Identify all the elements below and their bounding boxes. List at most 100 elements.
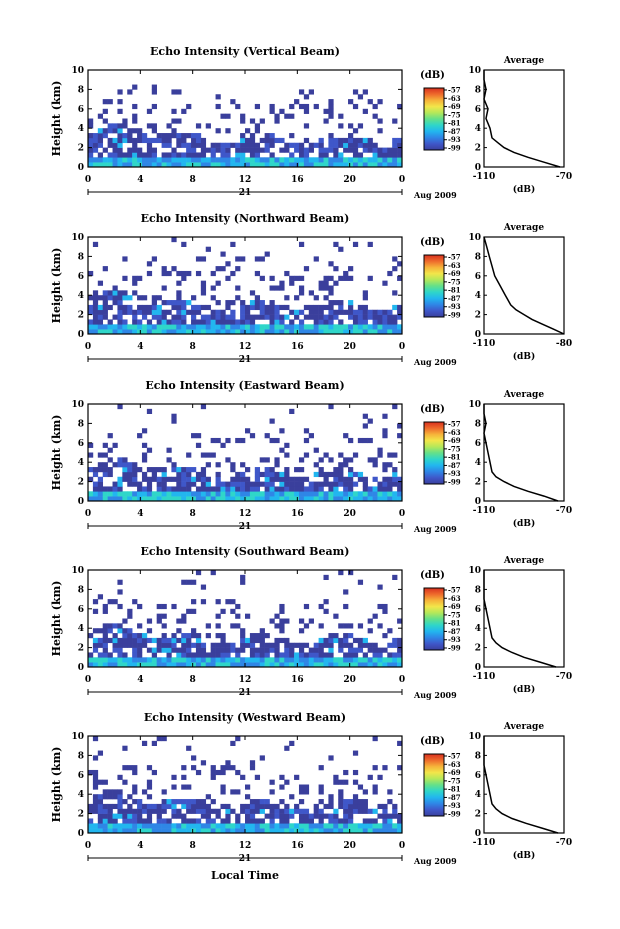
heatmap-cell bbox=[88, 442, 94, 448]
y-tick-label: 10 bbox=[71, 66, 84, 76]
x-tick-label: 8 bbox=[190, 342, 196, 352]
heatmap-cell bbox=[372, 309, 378, 315]
heatmap-cell bbox=[249, 647, 256, 653]
heatmap-cell bbox=[141, 486, 148, 492]
heatmap-cell bbox=[200, 486, 207, 492]
heatmap-cell bbox=[181, 309, 187, 315]
heatmap-cell bbox=[284, 162, 290, 168]
heatmap-cell bbox=[112, 789, 118, 795]
y-tick-label: 10 bbox=[71, 400, 84, 410]
heatmap-cell bbox=[225, 142, 231, 148]
heatmap-cell bbox=[264, 486, 270, 492]
heatmap-cell bbox=[367, 99, 373, 105]
heatmap-cell bbox=[176, 300, 182, 306]
heatmap-cell bbox=[146, 123, 153, 129]
heatmap-cell bbox=[357, 799, 364, 805]
heatmap-cell bbox=[122, 329, 128, 335]
heatmap-cell bbox=[328, 818, 334, 824]
average-y-tick-label: 8 bbox=[475, 252, 481, 262]
heatmap-cell bbox=[397, 309, 403, 315]
heatmap-cell bbox=[352, 657, 359, 663]
heatmap-cell bbox=[176, 813, 182, 819]
y-tick-label: 6 bbox=[78, 272, 84, 282]
heatmap-cell bbox=[264, 162, 270, 168]
heatmap-cell bbox=[230, 476, 236, 482]
heatmap-cell bbox=[112, 142, 118, 148]
heatmap-cell bbox=[117, 813, 123, 819]
heatmap-cell bbox=[279, 314, 285, 320]
heatmap-cell bbox=[200, 157, 207, 163]
heatmap-cell bbox=[97, 152, 104, 158]
heatmap-cell bbox=[230, 329, 236, 335]
heatmap-cell bbox=[166, 637, 172, 644]
heatmap-cell bbox=[264, 491, 270, 497]
heatmap-cell bbox=[97, 295, 104, 301]
heatmap-cell bbox=[254, 162, 261, 168]
heatmap-cell bbox=[338, 324, 344, 330]
heatmap-cell bbox=[176, 467, 182, 473]
heatmap-cell bbox=[357, 803, 364, 810]
heatmap-cell bbox=[249, 491, 256, 497]
heatmap-cell bbox=[372, 765, 378, 771]
average-x-label: (dB) bbox=[513, 850, 535, 861]
heatmap-cell bbox=[210, 486, 216, 492]
heatmap-cell bbox=[343, 652, 349, 658]
heatmap-cell bbox=[112, 157, 118, 163]
average-x-tick-label: -110 bbox=[473, 672, 496, 682]
heatmap-cell bbox=[328, 662, 334, 668]
heatmap-cell bbox=[137, 133, 143, 139]
heatmap-cell bbox=[122, 818, 128, 824]
heatmap-cell bbox=[97, 652, 104, 658]
heatmap-cell bbox=[352, 137, 359, 144]
heatmap-cell bbox=[97, 662, 104, 668]
heatmap-cell bbox=[377, 128, 383, 134]
heatmap-cell bbox=[92, 823, 99, 829]
heatmap-cell bbox=[215, 324, 221, 330]
heatmap-cell bbox=[294, 486, 300, 492]
heatmap-cell bbox=[382, 462, 388, 468]
heatmap-cell bbox=[181, 784, 187, 790]
heatmap-cell bbox=[279, 828, 285, 834]
heatmap-cell bbox=[279, 147, 285, 153]
heatmap-cell bbox=[141, 633, 148, 639]
heatmap-cell bbox=[92, 628, 99, 634]
heatmap-cell bbox=[240, 309, 246, 315]
heatmap-cell bbox=[235, 142, 241, 148]
heatmap-cell bbox=[328, 157, 334, 163]
heatmap-cell bbox=[348, 803, 354, 810]
heatmap-cell bbox=[141, 496, 148, 502]
heatmap-cell bbox=[338, 113, 344, 119]
heatmap-cell bbox=[220, 251, 226, 257]
heatmap-cell bbox=[343, 162, 349, 168]
heatmap-cell bbox=[392, 662, 398, 668]
heatmap-cell bbox=[156, 491, 162, 497]
heatmap-cell bbox=[382, 491, 388, 497]
heatmap-cell bbox=[92, 309, 99, 315]
heatmap-cell bbox=[176, 496, 182, 502]
average-y-tick-label: 6 bbox=[475, 439, 481, 449]
heatmap-cell bbox=[249, 162, 256, 168]
heatmap-cell bbox=[195, 657, 202, 663]
heatmap-cell bbox=[112, 803, 118, 810]
y-tick-label: 10 bbox=[71, 233, 84, 243]
heatmap-cell bbox=[137, 803, 143, 810]
heatmap-cell bbox=[338, 329, 344, 335]
heatmap-cell bbox=[215, 437, 221, 444]
heatmap-cell bbox=[92, 784, 99, 790]
heatmap-cell bbox=[146, 319, 153, 325]
heatmap-cell bbox=[377, 603, 383, 610]
heatmap-cell bbox=[298, 491, 305, 497]
heatmap-cell bbox=[161, 491, 167, 497]
heatmap-cell bbox=[303, 496, 310, 502]
heatmap-cell bbox=[387, 491, 393, 497]
heatmap-cell bbox=[102, 309, 108, 315]
heatmap-cell bbox=[235, 813, 241, 819]
heatmap-cell bbox=[264, 828, 270, 834]
heatmap-cell bbox=[249, 314, 256, 320]
colorbar-tick-label: -87 bbox=[448, 627, 461, 636]
heatmap-cell bbox=[166, 799, 172, 805]
heatmap-cell bbox=[308, 496, 314, 502]
heatmap-cell bbox=[333, 808, 339, 814]
heatmap-cell bbox=[397, 476, 403, 482]
